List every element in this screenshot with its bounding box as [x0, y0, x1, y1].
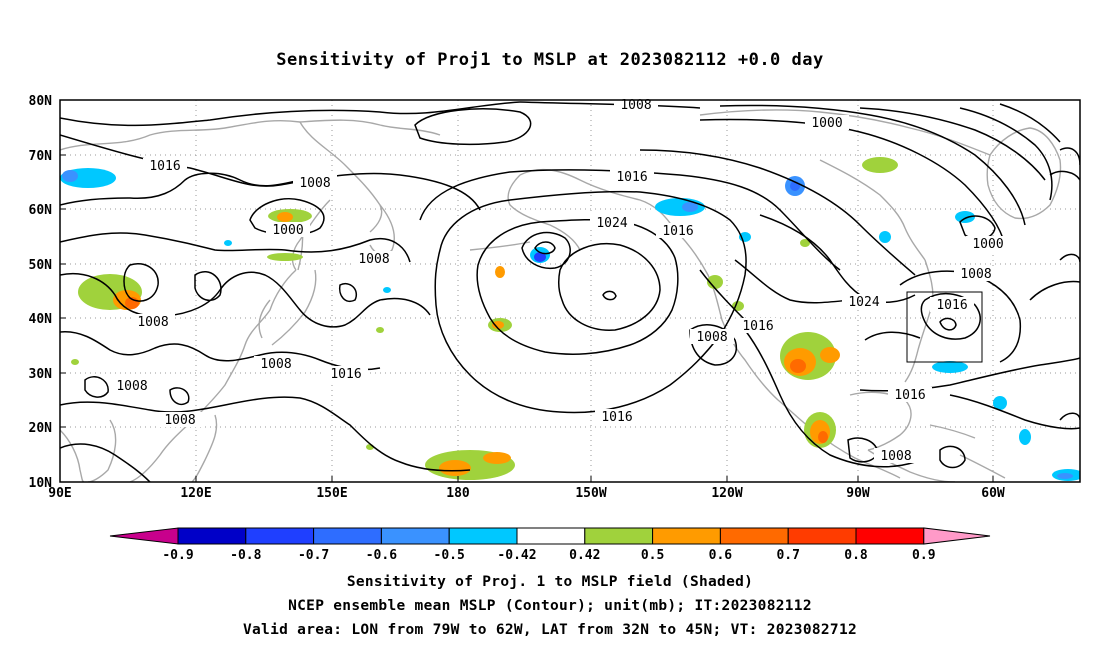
plot-area — [60, 100, 1080, 482]
lat-tick-label: 10N — [29, 476, 53, 491]
lon-tick-label: 90W — [846, 486, 870, 501]
lon-tick-label: 180 — [446, 486, 470, 501]
lat-tick-label: 70N — [29, 149, 53, 164]
contour-label: 1016 — [662, 224, 693, 239]
lat-tick-label: 40N — [29, 312, 53, 327]
colorbar-tick-label: 0.8 — [844, 548, 868, 563]
mslp-contours — [60, 101, 1080, 482]
contour-label: 1008 — [620, 98, 651, 113]
contour-label-layer — [110, 100, 1010, 463]
contour-label: 1024 — [848, 295, 879, 310]
contour-label: 1016 — [742, 319, 773, 334]
contour-label: 1016 — [936, 298, 967, 313]
lat-tick-label: 30N — [29, 367, 53, 382]
contour-label: 1016 — [894, 388, 925, 403]
contour-label: 1016 — [149, 159, 180, 174]
colorbar-tick-label: 0.9 — [912, 548, 935, 563]
colorbar-tick-label: -0.5 — [434, 548, 465, 563]
contour-label: 1008 — [696, 330, 727, 345]
colorbar-tick-label: -0.6 — [366, 548, 397, 563]
contour-label: 1008 — [960, 267, 991, 282]
contour-label: 1000 — [811, 116, 842, 131]
contour-label: 1008 — [260, 357, 291, 372]
colorbar-swatch — [245, 527, 315, 545]
lon-tick-label: 120W — [711, 486, 742, 501]
lat-tick-label: 80N — [29, 94, 53, 109]
lon-tick-label: 90E — [48, 486, 71, 501]
contour-label: 1008 — [299, 176, 330, 191]
gridlines — [60, 100, 1080, 482]
contour-label: 1016 — [601, 410, 632, 425]
contour-label: 1008 — [137, 315, 168, 330]
contour-label: 1008 — [164, 413, 195, 428]
colorbar-swatch — [787, 527, 857, 545]
colorbar-swatch — [855, 527, 925, 545]
colorbar-tick-label: 0.5 — [641, 548, 664, 563]
lat-tick-label: 60N — [29, 203, 53, 218]
colorbar-swatch — [448, 527, 518, 545]
colorbar-tick-label: -0.8 — [230, 548, 261, 563]
colorbar-swatch — [719, 527, 789, 545]
caption-line-3: Valid area: LON from 79W to 62W, LAT fro… — [242, 622, 858, 638]
contour-label: 1008 — [358, 252, 389, 267]
colorbar-high-arrow — [923, 527, 991, 545]
contour-label: 1016 — [330, 367, 361, 382]
contour-label: 1008 — [880, 449, 911, 464]
lat-tick-label: 50N — [29, 258, 53, 273]
contour-label: 1016 — [616, 170, 647, 185]
colorbar-tick-label: -0.42 — [497, 548, 536, 563]
plot-frame — [59, 99, 1081, 483]
contour-label: 1000 — [972, 237, 1003, 252]
colorbar: -0.9 -0.8 -0.7 -0.6 -0.5 -0.42 0.42 0.5 0.6 0.7 0.… — [109, 527, 991, 563]
lon-tick-label: 150E — [316, 486, 347, 501]
colorbar-swatch — [516, 527, 586, 545]
colorbar-swatch — [584, 527, 654, 545]
colorbar-tick-label: 0.42 — [569, 548, 600, 563]
colorbar-swatch — [380, 527, 450, 545]
colorbar-swatch — [652, 527, 721, 545]
lon-tick-label: 120E — [180, 486, 211, 501]
colorbar-tick-label: 0.7 — [776, 548, 799, 563]
contour-label: 1000 — [272, 223, 303, 238]
caption-line-1: Sensitivity of Proj. 1 to MSLP field (Sh… — [346, 574, 754, 590]
axis-ticks — [60, 154, 994, 482]
contour-label: 1008 — [116, 379, 147, 394]
colorbar-tick-label: -0.7 — [298, 548, 329, 563]
colorbar-low-arrow — [109, 527, 179, 545]
colorbar-tick-label: 0.6 — [709, 548, 733, 563]
lat-tick-label: 20N — [29, 421, 53, 436]
colorbar-swatch — [313, 527, 382, 545]
map-title: Sensitivity of Proj1 to MSLP at 20230821… — [276, 50, 824, 70]
sensitivity-shading — [60, 157, 1080, 481]
caption-line-2: NCEP ensemble mean MSLP (Contour); unit(… — [288, 598, 812, 614]
lon-tick-label: 150W — [575, 486, 606, 501]
colorbar-tick-label: -0.9 — [162, 548, 193, 563]
lon-tick-label: 60W — [981, 486, 1005, 501]
valid-area-box — [906, 291, 983, 363]
contour-label: 1024 — [596, 216, 627, 231]
colorbar-swatch — [177, 527, 247, 545]
